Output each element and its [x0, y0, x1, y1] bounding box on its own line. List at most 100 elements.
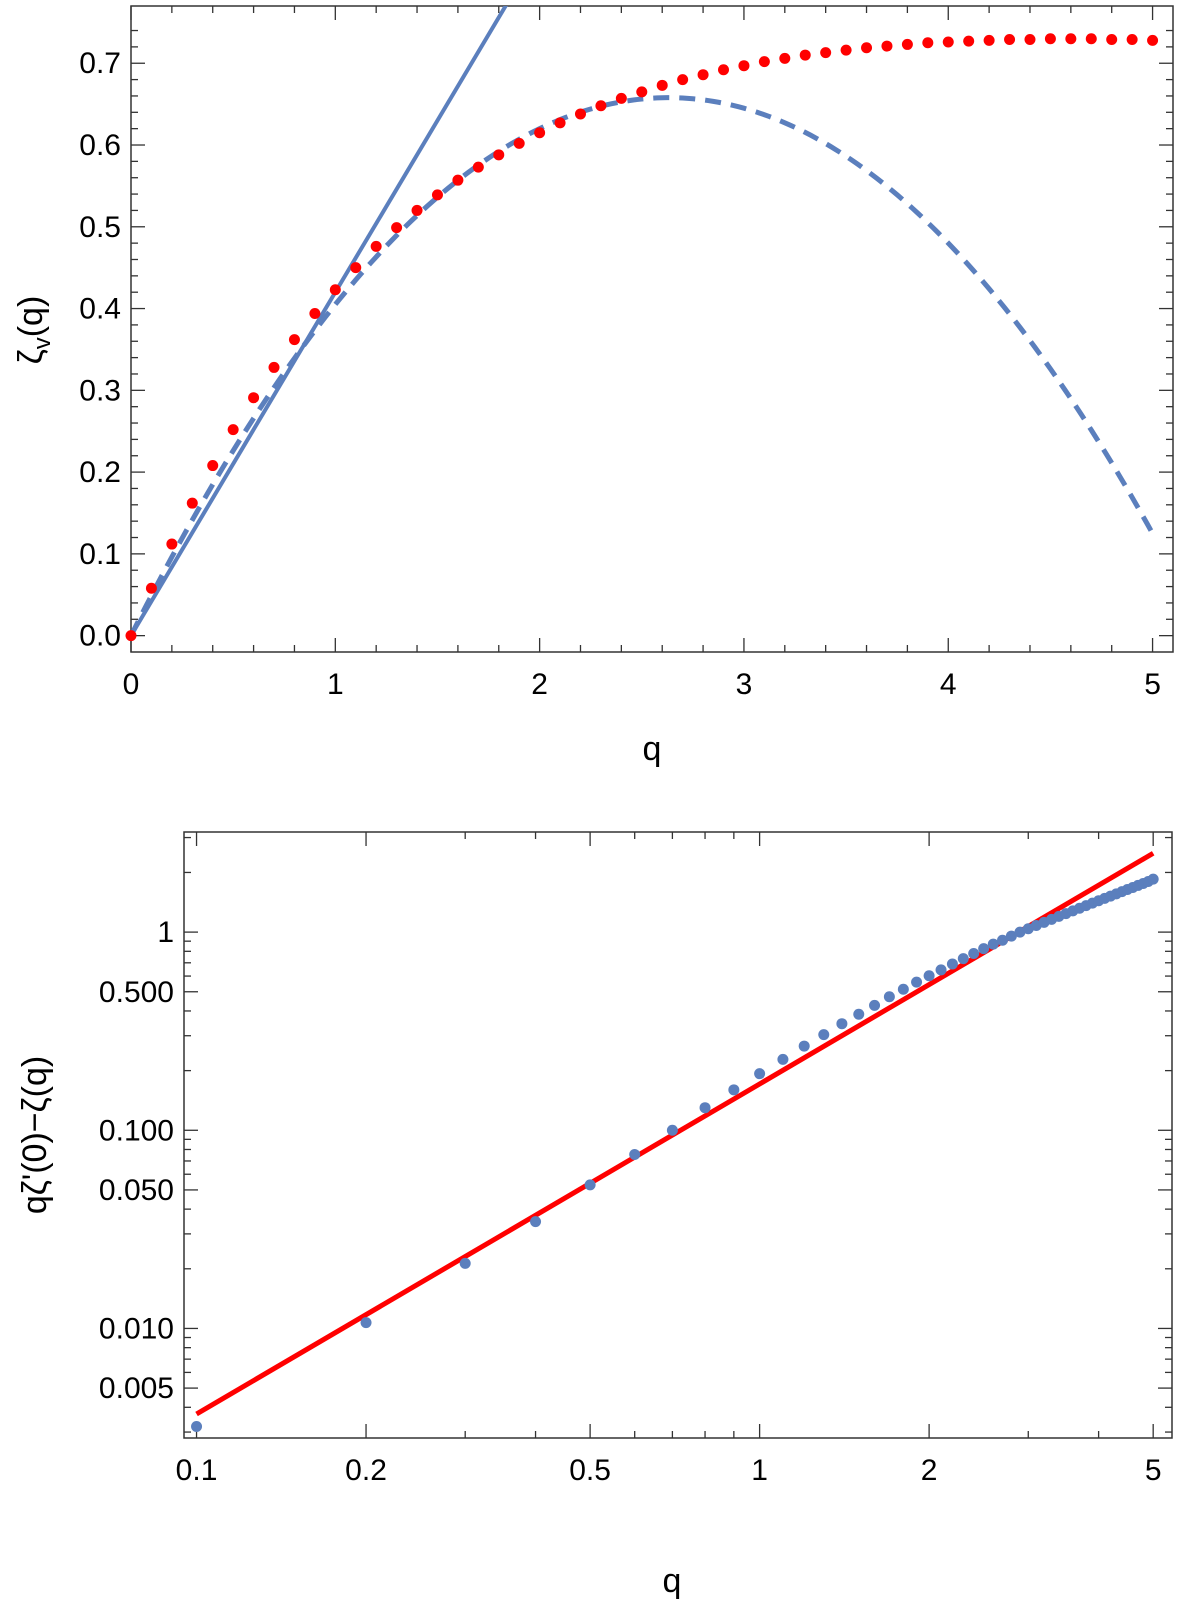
- data-point: [472, 161, 484, 173]
- y-tick-label: 0.1: [79, 538, 121, 571]
- data-point: [656, 79, 668, 91]
- data-point: [452, 174, 464, 186]
- data-point: [911, 976, 923, 988]
- data-point: [754, 1068, 766, 1080]
- y-axis-ticks: 0.005 0.010 0.050 0.100 0.500 1: [99, 836, 1172, 1433]
- data-point: [935, 964, 947, 976]
- data-point: [798, 1040, 810, 1052]
- data-point: [978, 943, 990, 955]
- data-point: [1014, 926, 1026, 938]
- data-point: [145, 582, 157, 594]
- data-point: [493, 149, 505, 161]
- data-point: [1024, 34, 1036, 46]
- data-point: [738, 60, 750, 72]
- data-point: [411, 204, 423, 216]
- data-point: [595, 100, 607, 112]
- data-point: [957, 953, 969, 965]
- x-tick-label: 1: [327, 668, 344, 701]
- data-point: [779, 52, 791, 64]
- data-point: [861, 42, 873, 54]
- quadratic-dashed-curve: [131, 95, 1155, 637]
- data-point: [391, 222, 403, 234]
- data-point: [853, 1008, 865, 1020]
- data-point: [186, 497, 198, 509]
- x-axis-label: q: [643, 730, 662, 768]
- data-point: [901, 38, 913, 50]
- data-point: [350, 262, 362, 274]
- data-point: [799, 49, 811, 61]
- plot-frame: [130, 5, 1174, 653]
- data-point: [666, 1124, 678, 1136]
- data-point: [728, 1084, 740, 1096]
- y-tick-label: 0.500: [99, 976, 174, 1009]
- data-point: [1065, 33, 1077, 45]
- data-point: [777, 1053, 789, 1065]
- x-tick-label: 2: [531, 668, 548, 701]
- x-tick-label: 4: [940, 668, 957, 701]
- x-tick-label: 0.1: [176, 1454, 218, 1487]
- data-point: [987, 938, 999, 950]
- y-tick-label: 0.4: [79, 293, 121, 326]
- data-point: [227, 424, 239, 436]
- x-axis-ticks: 0 1 2 3 4 5: [123, 6, 1161, 701]
- y-tick-label: 1: [157, 916, 174, 949]
- data-point: [1004, 34, 1016, 46]
- x-tick-label: 0.5: [569, 1454, 611, 1487]
- data-point: [360, 1317, 372, 1329]
- data-point: [629, 1148, 641, 1160]
- y-tick-label: 0.2: [79, 456, 121, 489]
- log-log-chart: 0.1 0.2 0.5 1 2 5 0.0050.0100.0500.1000.5001 …: [16, 831, 1173, 1600]
- data-point: [963, 35, 975, 47]
- x-tick-label: 0: [123, 668, 140, 701]
- data-point: [574, 108, 586, 120]
- data-point: [248, 392, 260, 404]
- data-point: [1044, 33, 1056, 45]
- y-tick-label: 0.3: [79, 374, 121, 407]
- y-axis-label: qζ'(0)−ζ(q): [16, 1056, 54, 1214]
- data-point: [207, 460, 219, 472]
- data-point: [883, 991, 895, 1003]
- data-point: [968, 947, 980, 959]
- data-point: [1126, 34, 1138, 46]
- zeta-v-chart: 0 1 2 3 4 5 0.0 0.1 0.2 0.3 0.4 0.5 0.6 0.7 q ζv(q): [12, 5, 1174, 768]
- data-point: [370, 240, 382, 252]
- data-point: [636, 86, 648, 98]
- data-point: [191, 1421, 203, 1433]
- data-point: [431, 189, 443, 201]
- y-tick-label: 0.6: [79, 129, 121, 162]
- series-layer: [125, 6, 1159, 642]
- data-point: [697, 69, 709, 81]
- data-point: [946, 958, 958, 970]
- data-point: [983, 34, 995, 46]
- data-point: [677, 74, 689, 86]
- data-point: [996, 934, 1008, 946]
- data-point: [1147, 34, 1159, 46]
- data-point: [288, 334, 300, 346]
- data-point: [869, 999, 881, 1011]
- data-point: [584, 1179, 596, 1191]
- y-axis-ticks: 0.0 0.1 0.2 0.3 0.4 0.5 0.6 0.7: [79, 29, 1173, 653]
- y-axis-label: ζv(q): [12, 296, 56, 365]
- y-tick-label: 0.010: [99, 1312, 174, 1345]
- data-point: [1106, 34, 1118, 46]
- data-point: [1085, 33, 1097, 45]
- data-point: [1005, 930, 1017, 942]
- x-tick-label: 5: [1144, 668, 1161, 701]
- data-point: [309, 307, 321, 319]
- data-point: [534, 127, 546, 139]
- linear-fit-line: [131, 6, 508, 637]
- y-tick-label: 0.100: [99, 1114, 174, 1147]
- x-tick-label: 1: [751, 1454, 768, 1487]
- x-axis-label: q: [663, 1562, 682, 1600]
- x-tick-label: 2: [921, 1454, 938, 1487]
- series-layer: [191, 851, 1159, 1433]
- data-point: [758, 56, 770, 68]
- data-point: [268, 361, 280, 373]
- data-point: [897, 983, 909, 995]
- data-point: [881, 40, 893, 52]
- data-point: [922, 37, 934, 49]
- y-tick-label: 0.050: [99, 1174, 174, 1207]
- data-point: [615, 92, 627, 104]
- y-tick-label: 0.0: [79, 620, 121, 653]
